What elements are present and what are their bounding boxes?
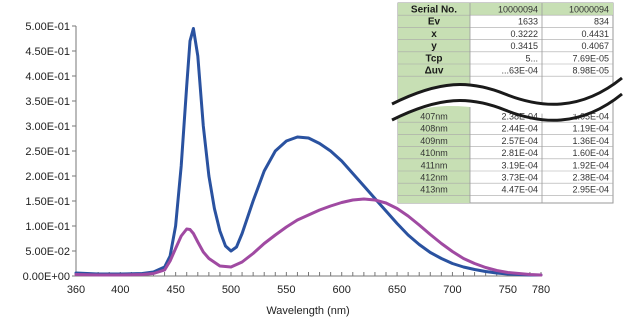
table-row-value-2: 2.38E-04 bbox=[572, 173, 609, 183]
y-tick-label: 2.50E-01 bbox=[25, 146, 70, 158]
table-header-label: Serial No. bbox=[411, 5, 457, 16]
table-row-label: 410nm bbox=[420, 148, 448, 158]
table-row-label: 408nm bbox=[420, 124, 448, 134]
y-tick-label: 5.00E-02 bbox=[25, 246, 70, 258]
table-row-value-1: 2.81E-04 bbox=[501, 148, 538, 158]
series-line-purple bbox=[74, 197, 543, 277]
y-tick-label: 1.50E-01 bbox=[25, 196, 70, 208]
table-row-label: y bbox=[431, 41, 437, 52]
table-row-value-1: 3.73E-04 bbox=[501, 173, 538, 183]
table-row-label: 409nm bbox=[420, 136, 448, 146]
x-tick-label: 650 bbox=[388, 284, 406, 296]
table-row-label: 411nm bbox=[421, 160, 448, 170]
table-row-value-2: 1.19E-04 bbox=[572, 124, 609, 134]
table-row-value-1: 0.3222 bbox=[510, 29, 538, 39]
table-row-label: x bbox=[431, 29, 437, 40]
table-row-value-2: 1.05E-04 bbox=[572, 112, 609, 122]
table-header-value-2: 10000094 bbox=[569, 5, 609, 15]
series-lines bbox=[74, 27, 543, 277]
y-tick-label: 5.00E-01 bbox=[25, 21, 70, 33]
table-row-value-2: 0.4067 bbox=[581, 41, 609, 51]
x-tick-label: 500 bbox=[222, 284, 240, 296]
table-row-value-1: 2.44E-04 bbox=[501, 124, 538, 134]
y-tick-label: 1.00E-01 bbox=[25, 221, 70, 233]
x-tick-label: 600 bbox=[333, 284, 351, 296]
y-tick-label: 2.00E-01 bbox=[25, 171, 70, 183]
table-row-label: 413nm bbox=[420, 185, 448, 195]
table-row-value-2: 2.95E-04 bbox=[572, 185, 609, 195]
table-row-value-1: 5... bbox=[525, 53, 538, 63]
table-row-value-1: ...63E-04 bbox=[501, 66, 538, 76]
table-row-label: 407nm bbox=[420, 112, 448, 122]
table-row-value-1: 4.47E-04 bbox=[501, 185, 538, 195]
table-header-value-1: 10000094 bbox=[498, 5, 538, 15]
y-tick-label: 4.50E-01 bbox=[25, 46, 70, 58]
x-tick-label: 450 bbox=[166, 284, 184, 296]
table-row-value-2: 1.92E-04 bbox=[572, 160, 609, 170]
y-tick-label: 3.50E-01 bbox=[25, 96, 70, 108]
y-tick-label: 3.00E-01 bbox=[25, 121, 70, 133]
table-row-value-1: 2.57E-04 bbox=[501, 136, 538, 146]
table-row-value-1: 0.3415 bbox=[510, 41, 538, 51]
x-tick-label: 780 bbox=[532, 284, 550, 296]
x-tick-label: 550 bbox=[277, 284, 295, 296]
table-row-label: Ev bbox=[428, 17, 441, 28]
table-row-label: Tcp bbox=[425, 53, 442, 64]
table-break-band bbox=[392, 78, 622, 120]
x-tick-label: 360 bbox=[67, 284, 85, 296]
table-break-line-bottom bbox=[391, 92, 623, 122]
table-break-line-top bbox=[391, 76, 623, 106]
table-row-value-2: 0.4431 bbox=[581, 29, 609, 39]
table-row-label: 412nm bbox=[420, 173, 448, 183]
table-row-value-2: 7.69E-05 bbox=[572, 53, 609, 63]
table-header-row bbox=[398, 3, 613, 16]
table-row-value-2: 834 bbox=[594, 17, 609, 27]
x-tick-label: 400 bbox=[111, 284, 129, 296]
x-tick-label: 700 bbox=[443, 284, 461, 296]
table-row-value-2: 1.60E-04 bbox=[572, 148, 609, 158]
table-row-value-1: 1633 bbox=[518, 17, 538, 27]
y-tick-label: 4.00E-01 bbox=[25, 71, 70, 83]
y-axis: 0.00E+00 5.00E-02 1.00E-01 1.50E-01 2.00E-01… bbox=[23, 21, 77, 283]
series-line-blue bbox=[74, 27, 543, 277]
x-tick-label: 750 bbox=[499, 284, 517, 296]
data-table: Serial No. 10000094 10000094 Ev 1633 834 x 0.32… bbox=[391, 2, 623, 204]
table-row-value-2: 8.98E-05 bbox=[572, 66, 609, 76]
x-axis-title: Wavelength (nm) bbox=[266, 305, 349, 317]
table-row-value-2: 1.36E-04 bbox=[572, 136, 609, 146]
table-row-value-1: 3.19E-04 bbox=[501, 160, 538, 170]
table-row-label: Δuv bbox=[425, 66, 444, 77]
y-tick-label: 0.00E+00 bbox=[23, 271, 70, 283]
